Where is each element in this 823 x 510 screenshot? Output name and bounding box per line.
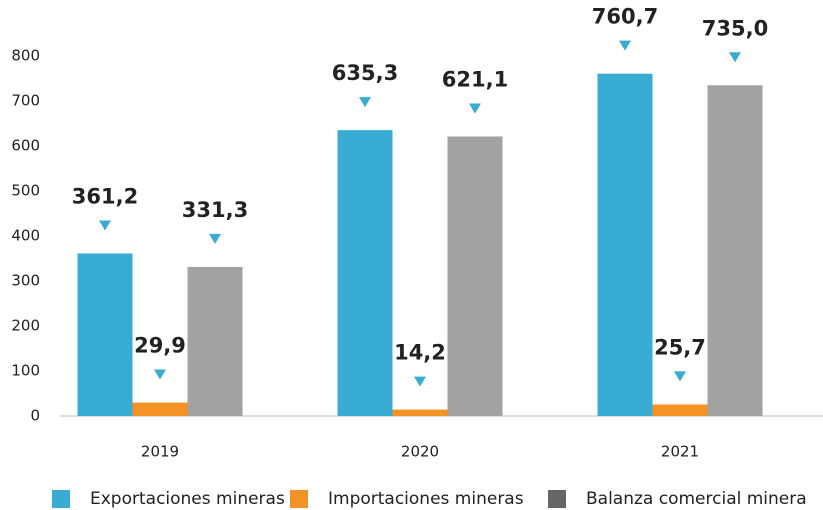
bar bbox=[447, 136, 503, 416]
bar bbox=[392, 409, 448, 416]
bar bbox=[132, 402, 188, 416]
x-tick-label: 2021 bbox=[661, 443, 699, 461]
y-tick-label: 200 bbox=[11, 317, 40, 335]
y-tick-label: 100 bbox=[11, 362, 40, 380]
label-pointer bbox=[99, 220, 111, 231]
x-tick-label: 2020 bbox=[401, 443, 439, 461]
legend-label: Balanza comercial minera bbox=[586, 489, 807, 509]
legend-swatch bbox=[52, 490, 70, 508]
value-label: 14,2 bbox=[394, 341, 446, 365]
bar bbox=[337, 130, 393, 417]
y-tick-label: 300 bbox=[11, 272, 40, 290]
bar bbox=[652, 404, 708, 416]
y-tick-label: 500 bbox=[11, 182, 40, 200]
x-tick-label: 2019 bbox=[141, 443, 179, 461]
label-pointer bbox=[619, 40, 631, 51]
value-label: 25,7 bbox=[654, 335, 706, 359]
y-tick-label: 800 bbox=[11, 47, 40, 65]
bar bbox=[597, 73, 653, 416]
label-pointer bbox=[209, 233, 221, 244]
value-label: 621,1 bbox=[442, 68, 508, 92]
label-pointer bbox=[154, 369, 166, 380]
value-label: 735,0 bbox=[702, 16, 768, 40]
label-pointer bbox=[359, 97, 371, 108]
legend-swatch bbox=[290, 490, 308, 508]
y-tick-label: 600 bbox=[11, 137, 40, 155]
value-label: 635,3 bbox=[332, 61, 398, 85]
value-label: 760,7 bbox=[592, 5, 658, 29]
bar bbox=[707, 85, 763, 416]
label-pointer bbox=[674, 371, 686, 382]
y-tick-label: 700 bbox=[11, 92, 40, 110]
bar bbox=[187, 266, 243, 416]
label-pointer bbox=[729, 52, 741, 63]
y-tick-label: 400 bbox=[11, 227, 40, 245]
label-pointer bbox=[469, 103, 481, 114]
value-label: 331,3 bbox=[182, 198, 248, 222]
label-pointer bbox=[414, 376, 426, 387]
legend-label: Importaciones mineras bbox=[328, 489, 524, 509]
legend-label: Exportaciones mineras bbox=[90, 489, 285, 509]
value-label: 29,9 bbox=[134, 334, 186, 358]
bar bbox=[77, 253, 133, 416]
y-tick-label: 0 bbox=[30, 407, 40, 425]
legend-swatch bbox=[548, 490, 566, 508]
value-label: 361,2 bbox=[72, 184, 138, 208]
